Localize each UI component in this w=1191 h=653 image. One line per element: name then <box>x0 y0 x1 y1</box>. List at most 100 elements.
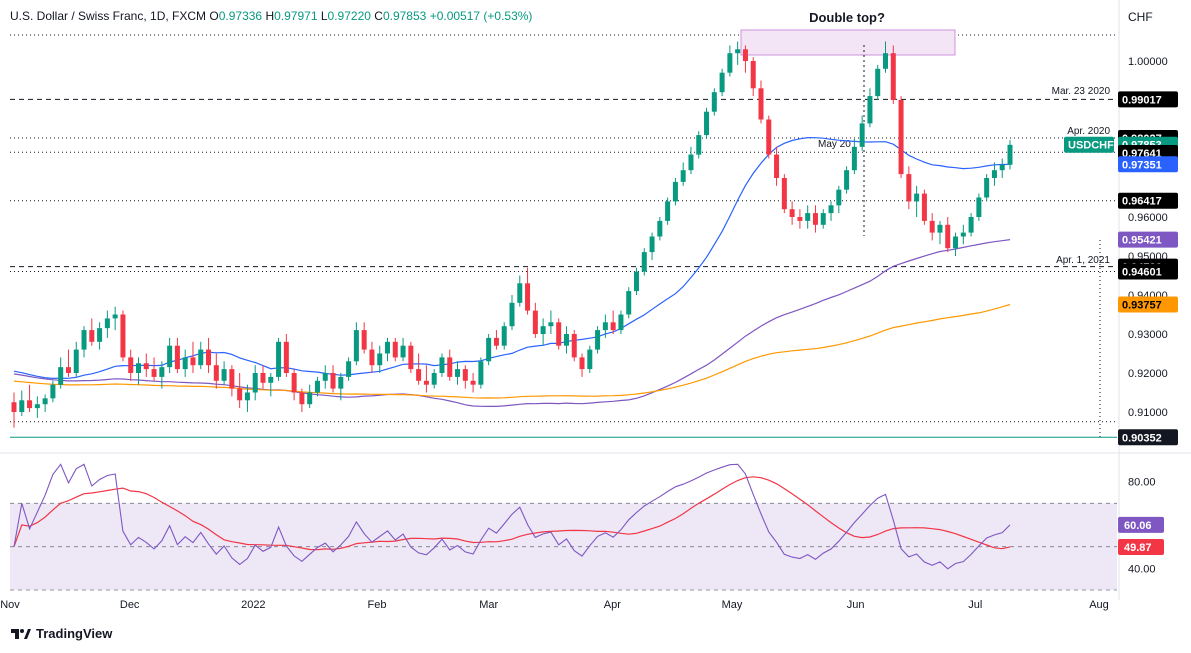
candle-body <box>136 363 141 373</box>
candle-body <box>501 326 507 346</box>
double-top-box <box>740 29 956 56</box>
candle-body <box>680 170 686 182</box>
price-tick-label: 1.00000 <box>1128 56 1168 68</box>
candle-body <box>587 349 593 370</box>
price-axis-label: 0.94601 <box>1118 263 1178 280</box>
tradingview-footer[interactable]: TradingView <box>10 626 112 641</box>
candle-body <box>353 330 359 362</box>
price-label-text: 0.90352 <box>1122 432 1162 444</box>
candle-body <box>229 369 235 389</box>
time-tick-label: Dec <box>120 599 140 611</box>
candle-body <box>610 322 616 331</box>
rsi-line <box>13 463 1011 570</box>
candle-body <box>984 178 990 198</box>
candle-body <box>875 68 881 97</box>
candle-body <box>649 236 655 253</box>
candle-body <box>517 283 523 303</box>
candle-body <box>244 392 250 401</box>
candle-body <box>408 345 414 370</box>
candle-body <box>883 53 888 69</box>
candle-body <box>867 96 873 124</box>
candle-body <box>416 369 422 381</box>
candle-body <box>820 213 826 225</box>
candle-body <box>890 53 896 100</box>
candle-body <box>299 392 305 405</box>
candle-body <box>346 361 352 377</box>
price-label-text: 0.99017 <box>1122 94 1162 106</box>
candle-body <box>657 220 663 237</box>
candle-body <box>509 302 515 327</box>
candle-body <box>322 373 328 381</box>
price-axis-label: 0.97351 <box>1118 156 1178 173</box>
candle-body <box>532 310 538 334</box>
candles <box>11 41 1013 428</box>
candle-body <box>991 170 997 178</box>
time-tick-label: May <box>722 599 743 611</box>
time-tick-label: 2022 <box>241 599 265 611</box>
candle-body <box>486 337 492 362</box>
candle-body <box>859 123 865 147</box>
candle-body <box>159 367 165 377</box>
candle-body <box>836 189 842 206</box>
candle-body <box>431 373 437 385</box>
price-tick-label: 0.92000 <box>1128 368 1168 380</box>
candle-body <box>400 345 406 358</box>
rsi-label-box <box>1118 516 1164 533</box>
candle-body <box>540 326 546 334</box>
currency-label: CHF <box>1128 10 1153 24</box>
candle-body <box>750 61 756 89</box>
rsi-panel <box>10 463 1117 591</box>
price-axis-label: 0.99017 <box>1118 91 1178 108</box>
tradingview-brand: TradingView <box>36 626 113 641</box>
candle-body <box>704 111 710 136</box>
chart-header: U.S. Dollar / Swiss Franc, 1D, FXCM O0.9… <box>10 9 532 23</box>
candle-body <box>182 357 188 370</box>
candle-body <box>361 330 367 350</box>
candle-body <box>27 400 33 409</box>
low-value: 0.97220 <box>327 9 371 23</box>
candle-body <box>392 341 398 358</box>
candle-body <box>369 349 375 366</box>
candle-body <box>283 341 289 373</box>
candle-body <box>914 193 920 202</box>
candle-body <box>338 376 344 389</box>
candle-body <box>104 318 110 329</box>
candle-body <box>34 404 40 409</box>
candle-body <box>634 271 639 292</box>
rsi-tick-label: 80.00 <box>1128 477 1156 489</box>
close-label: C <box>374 9 383 23</box>
candle-body <box>73 349 79 373</box>
candle-body <box>556 322 562 346</box>
candle-body <box>595 330 601 350</box>
candle-body <box>641 252 647 272</box>
candle-body <box>563 334 569 346</box>
price-label-text: 0.93757 <box>1122 299 1162 311</box>
candle-body <box>462 369 468 381</box>
price-axis-label: 0.96417 <box>1118 192 1178 209</box>
rsi-axis-label: 49.87 <box>1118 538 1164 555</box>
candle-body <box>626 291 632 315</box>
time-tick-label: Apr <box>604 599 621 611</box>
rsi-ma-line <box>13 476 1011 551</box>
open-value: 0.97336 <box>218 9 263 23</box>
candle-body <box>260 373 266 383</box>
candle-body <box>851 146 857 171</box>
candle-body <box>42 398 48 405</box>
low-label: L <box>320 9 328 23</box>
price-axis-label: 0.95421 <box>1118 231 1178 248</box>
price-label-text: 0.94601 <box>1122 267 1162 279</box>
candle-body <box>774 154 780 178</box>
candle-body <box>696 135 702 155</box>
candle-body <box>439 357 445 373</box>
moving-averages <box>13 136 1011 407</box>
apr2021-label: Apr. 1, 2021 <box>1056 255 1110 266</box>
candle-body <box>937 224 943 233</box>
candle-body <box>143 363 149 370</box>
candle-body <box>672 181 678 202</box>
symbol-title: U.S. Dollar / Swiss Franc, 1D, FXCM <box>10 9 207 23</box>
candle-body <box>525 283 531 311</box>
price-label-box <box>1118 296 1178 313</box>
candle-body <box>719 72 725 93</box>
candle-body <box>781 178 787 210</box>
